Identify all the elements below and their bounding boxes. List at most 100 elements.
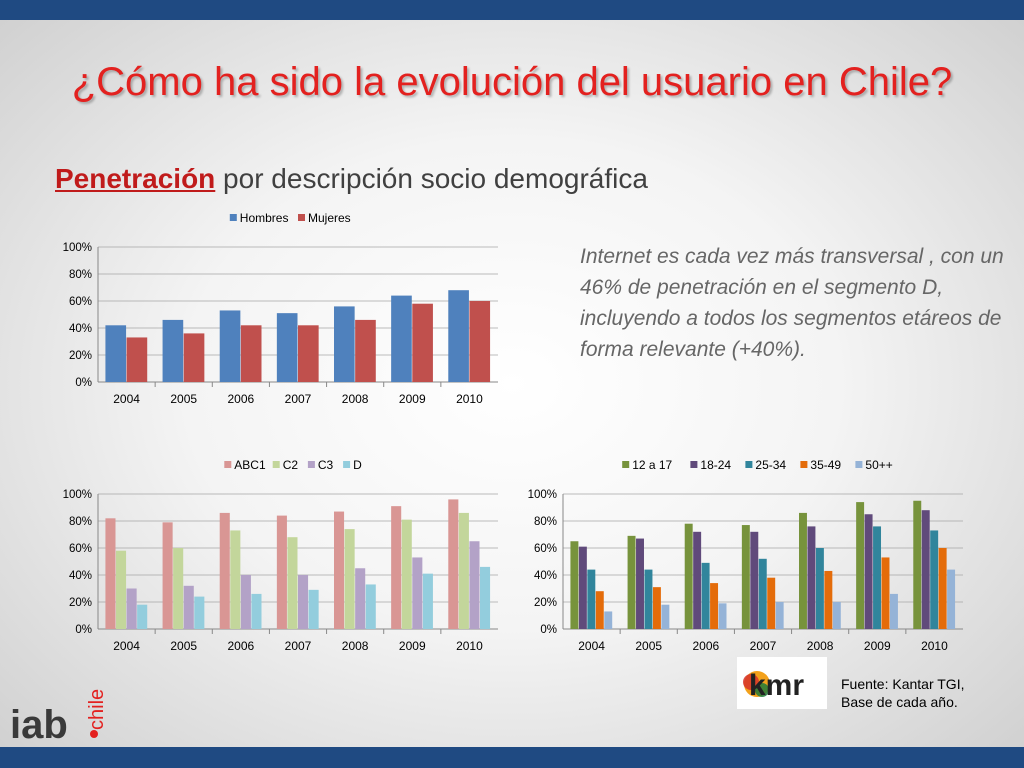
bar-c2 <box>230 530 241 629</box>
y-tick-label: 80% <box>69 269 92 281</box>
x-tick-label: 2004 <box>113 639 140 653</box>
y-tick-label: 100% <box>63 489 92 501</box>
x-tick-label: 2009 <box>864 639 891 653</box>
legend-swatch <box>622 461 630 468</box>
bar-35-49 <box>767 577 776 629</box>
chart-legend: Hombres Mujeres <box>229 211 351 225</box>
legend-swatch <box>298 214 305 221</box>
bar-c2 <box>116 550 127 629</box>
legend-swatch <box>745 461 753 468</box>
insight-note: Internet es cada vez más transversal , c… <box>580 245 1004 361</box>
kmr-logo: kmr <box>737 657 827 709</box>
bar-18-24 <box>578 546 587 629</box>
bar-50- <box>832 602 841 629</box>
y-tick-label: 100% <box>528 489 557 501</box>
bar-c3 <box>355 568 366 629</box>
bar-mujeres <box>240 325 262 382</box>
y-tick-label: 20% <box>69 597 92 609</box>
bar-c2 <box>458 512 469 629</box>
x-tick-label: 2005 <box>635 639 662 653</box>
x-tick-label: 2008 <box>342 639 369 653</box>
bar-c3 <box>183 585 194 629</box>
bar-hombres <box>448 290 469 382</box>
slide-title: ¿Cómo ha sido la evolución del usuario e… <box>71 60 953 104</box>
x-tick-label: 2009 <box>399 639 426 653</box>
bar-d <box>194 596 205 629</box>
y-tick-label: 20% <box>69 350 92 362</box>
y-tick-label: 40% <box>534 570 557 582</box>
bar-18-24 <box>921 510 930 629</box>
bar-d <box>308 589 319 629</box>
x-tick-label: 2005 <box>170 639 197 653</box>
source-note: Fuente: Kantar TGI, Base de cada año. <box>841 675 964 711</box>
iab-chile-logo: iab chile <box>8 670 108 747</box>
legend-swatch <box>343 461 351 468</box>
legend-swatch <box>800 461 808 468</box>
bar-25-34 <box>701 562 710 629</box>
bar-d <box>422 573 433 629</box>
bar-25-34 <box>587 569 596 629</box>
x-tick-label: 2004 <box>578 639 605 653</box>
y-tick-label: 80% <box>69 516 92 528</box>
bar-c2 <box>173 548 184 629</box>
bar-18-24 <box>864 514 873 629</box>
bar-50- <box>718 603 727 629</box>
legend-label: 35-49 <box>810 458 841 472</box>
bar-35-49 <box>595 591 604 629</box>
bar-25-34 <box>873 526 882 629</box>
bar-c3 <box>412 557 423 629</box>
legend-label: 12 a 17 <box>632 458 672 472</box>
chart-age-svg: 12 a 17 18-24 25-34 35-49 50++ 0% 20% 40% 60% 80%… <box>528 458 963 653</box>
chart-legend: ABC1 C2 C3 D <box>224 458 362 472</box>
bar-12-a-17 <box>799 512 807 629</box>
slide-subtitle: Penetración por descripción socio demogr… <box>55 163 648 195</box>
bar-c2 <box>401 519 412 629</box>
bar-18-24 <box>807 526 816 629</box>
kmr-logo-circle-red <box>743 674 759 690</box>
bar-50- <box>661 604 670 629</box>
legend-label: Hombres <box>240 211 289 225</box>
kmr-logo-circle-green <box>755 683 769 697</box>
y-tick-label: 60% <box>69 296 92 308</box>
subtitle-emphasis: Penetración <box>55 163 216 194</box>
x-tick-label: 2010 <box>921 639 948 653</box>
bar-50- <box>775 602 784 629</box>
x-tick-label: 2006 <box>228 392 255 406</box>
legend-swatch <box>229 214 237 221</box>
top-banner <box>0 0 1024 20</box>
bar-mujeres <box>298 325 319 382</box>
legend-swatch <box>307 461 315 468</box>
bar-12-a-17 <box>570 541 579 629</box>
bar-c3 <box>126 588 137 629</box>
bar-12-a-17 <box>684 523 693 629</box>
chart-socioeconomic: ABC1 C2 C3 D 0% 20% 40% 60% 80% 100% 2004 2005 2006 2… <box>48 452 508 662</box>
bar-hombres <box>105 325 127 382</box>
legend-label: 25-34 <box>755 458 786 472</box>
legend-label: 18-24 <box>700 458 731 472</box>
bar-abc1 <box>162 522 173 629</box>
kmr-logo-text: kmr <box>749 669 804 702</box>
bar-hombres <box>219 310 241 382</box>
legend-label: C3 <box>318 458 334 472</box>
bottom-banner <box>0 747 1024 768</box>
bar-35-49 <box>824 570 833 629</box>
legend-swatch <box>855 461 863 468</box>
y-tick-label: 60% <box>534 543 557 555</box>
bar-mujeres <box>355 319 376 382</box>
bar-25-34 <box>758 558 767 629</box>
iab-logo-chile-text: chile <box>86 689 108 730</box>
chart-legend: 12 a 17 18-24 25-34 35-49 50++ <box>622 458 893 472</box>
legend-label: ABC1 <box>234 458 266 472</box>
legend-label: D <box>353 458 362 472</box>
y-tick-label: 0% <box>75 377 92 389</box>
x-tick-label: 2009 <box>399 392 426 406</box>
bar-abc1 <box>448 499 459 629</box>
x-tick-label: 2008 <box>342 392 369 406</box>
bar-d <box>137 604 148 629</box>
bar-hombres <box>162 319 184 382</box>
bar-hombres <box>276 313 298 382</box>
bar-18-24 <box>750 531 759 629</box>
chart-age: 12 a 17 18-24 25-34 35-49 50++ 0% 20% 40% 60% 80%… <box>513 452 973 662</box>
bar-mujeres <box>183 333 205 382</box>
x-tick-label: 2010 <box>456 392 483 406</box>
